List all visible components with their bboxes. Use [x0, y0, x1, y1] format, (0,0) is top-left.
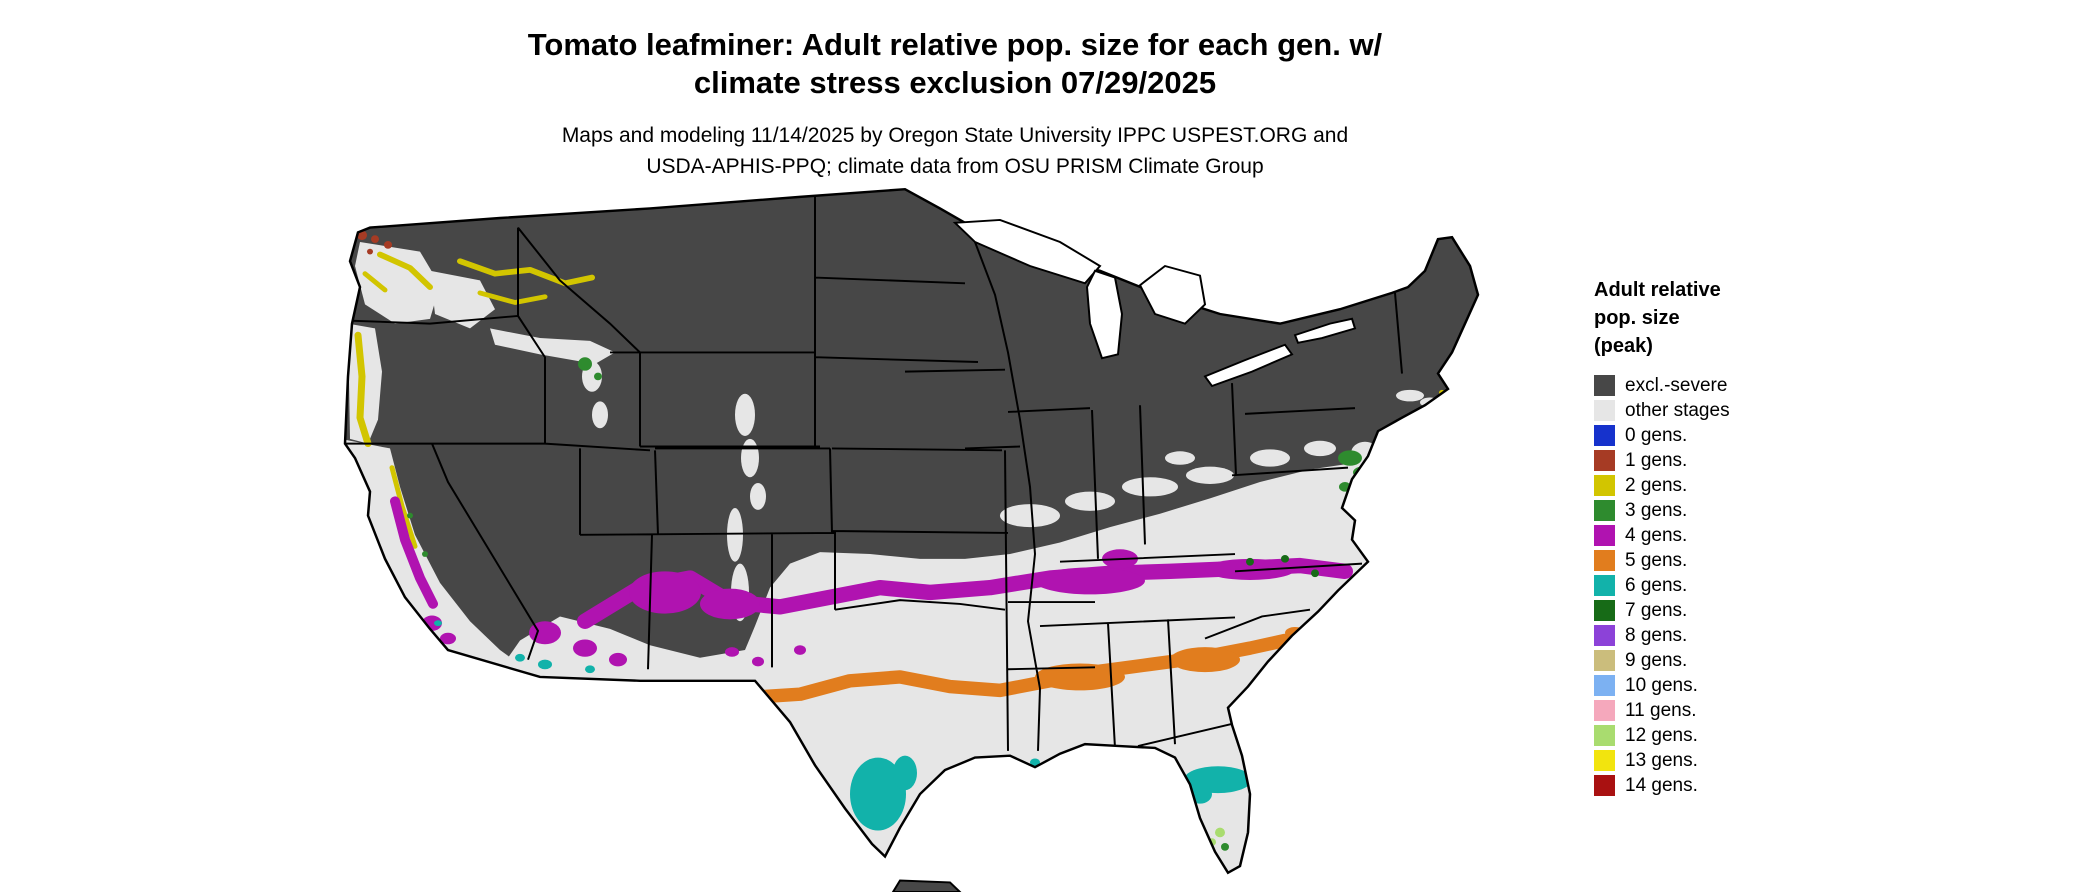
legend-swatch — [1594, 400, 1615, 421]
legend-title-line-2: pop. size — [1594, 307, 1680, 329]
map-blobs-4-gens — [422, 549, 1295, 667]
legend-title-line-3: (peak) — [1594, 335, 1653, 357]
legend-items: excl.-severe other stages 0 gens. 1 gens… — [1594, 375, 1864, 796]
legend-item-label: 9 gens. — [1625, 650, 1688, 671]
map-spots-2-gens — [1439, 389, 1455, 404]
title-line-1: Tomato leafminer: Adult relative pop. si… — [527, 27, 1383, 62]
legend-swatch — [1594, 675, 1615, 696]
legend-item-label: 5 gens. — [1625, 550, 1688, 571]
map-spots-7-gens — [1246, 555, 1319, 578]
legend-item-label: 10 gens. — [1625, 675, 1698, 696]
legend-item: 8 gens. — [1594, 625, 1864, 646]
legend-swatch — [1594, 425, 1615, 446]
legend-swatch — [1594, 625, 1615, 646]
legend-item-label: 8 gens. — [1625, 625, 1688, 646]
legend-item: 5 gens. — [1594, 550, 1864, 571]
figure-subtitle: Maps and modeling 11/14/2025 by Oregon S… — [0, 120, 1910, 182]
us-outline — [343, 187, 1480, 875]
legend-item-label: 13 gens. — [1625, 750, 1698, 771]
legend-item-label: 3 gens. — [1625, 500, 1688, 521]
lake-huron — [1138, 264, 1207, 325]
lake-ontario — [1293, 317, 1357, 344]
page-title: Tomato leafminer: Adult relative pop. si… — [0, 26, 1910, 102]
legend-item-label: 1 gens. — [1625, 450, 1688, 471]
legend-swatch — [1594, 600, 1615, 621]
legend-swatch — [1594, 650, 1615, 671]
legend-title-line-1: Adult relative — [1594, 279, 1721, 301]
legend-swatch — [1594, 750, 1615, 771]
legend-item: 7 gens. — [1594, 600, 1864, 621]
figure-header: Tomato leafminer: Adult relative pop. si… — [0, 26, 1910, 182]
legend-item-label: 14 gens. — [1625, 775, 1698, 796]
legend-swatch — [1594, 550, 1615, 571]
state-borders — [345, 196, 1403, 751]
border-land-fragment — [891, 879, 962, 892]
us-map — [330, 170, 1600, 892]
legend-item: 2 gens. — [1594, 475, 1864, 496]
us-map-svg — [343, 187, 1480, 892]
legend-item: 1 gens. — [1594, 450, 1864, 471]
legend-swatch — [1594, 475, 1615, 496]
subtitle-line-2: USDA-APHIS-PPQ; climate data from OSU PR… — [646, 155, 1264, 178]
legend-item-label: 4 gens. — [1625, 525, 1688, 546]
legend-item-label: 6 gens. — [1625, 575, 1688, 596]
legend-item: 9 gens. — [1594, 650, 1864, 671]
legend-item: 3 gens. — [1594, 500, 1864, 521]
lake-michigan — [1085, 269, 1124, 360]
legend-item: other stages — [1594, 400, 1864, 421]
legend-swatch — [1594, 500, 1615, 521]
legend-swatch — [1594, 775, 1615, 796]
legend-swatch — [1594, 450, 1615, 471]
legend-item: 13 gens. — [1594, 750, 1864, 771]
legend-item: 0 gens. — [1594, 425, 1864, 446]
map-band-2-gens — [354, 251, 595, 549]
legend-swatch — [1594, 700, 1615, 721]
legend-item-label: other stages — [1625, 400, 1730, 421]
map-region-excluded-severe — [345, 189, 1478, 873]
legend-swatch — [1594, 375, 1615, 396]
legend-item-label: 7 gens. — [1625, 600, 1688, 621]
legend-swatch — [1594, 575, 1615, 596]
legend-item: 11 gens. — [1594, 700, 1864, 721]
lake-erie — [1203, 343, 1294, 388]
legend-item-label: 11 gens. — [1625, 700, 1697, 721]
legend: Adult relative pop. size (peak) excl.-se… — [1594, 276, 1864, 800]
legend-item-label: 2 gens. — [1625, 475, 1688, 496]
legend-item: 10 gens. — [1594, 675, 1864, 696]
legend-swatch — [1594, 525, 1615, 546]
title-line-2: climate stress exclusion 07/29/2025 — [693, 65, 1217, 100]
legend-item-label: 0 gens. — [1625, 425, 1688, 446]
legend-item-label: excl.-severe — [1625, 375, 1728, 396]
legend-item: 6 gens. — [1594, 575, 1864, 596]
legend-swatch — [1594, 725, 1615, 746]
legend-item: excl.-severe — [1594, 375, 1864, 396]
subtitle-line-1: Maps and modeling 11/14/2025 by Oregon S… — [561, 124, 1349, 147]
legend-item: 4 gens. — [1594, 525, 1864, 546]
great-lakes — [952, 218, 1357, 388]
legend-item: 14 gens. — [1594, 775, 1864, 796]
map-areas-6-gens — [434, 620, 1252, 831]
legend-item: 12 gens. — [1594, 725, 1864, 746]
legend-item-label: 12 gens. — [1625, 725, 1698, 746]
legend-title: Adult relative pop. size (peak) — [1594, 276, 1864, 360]
